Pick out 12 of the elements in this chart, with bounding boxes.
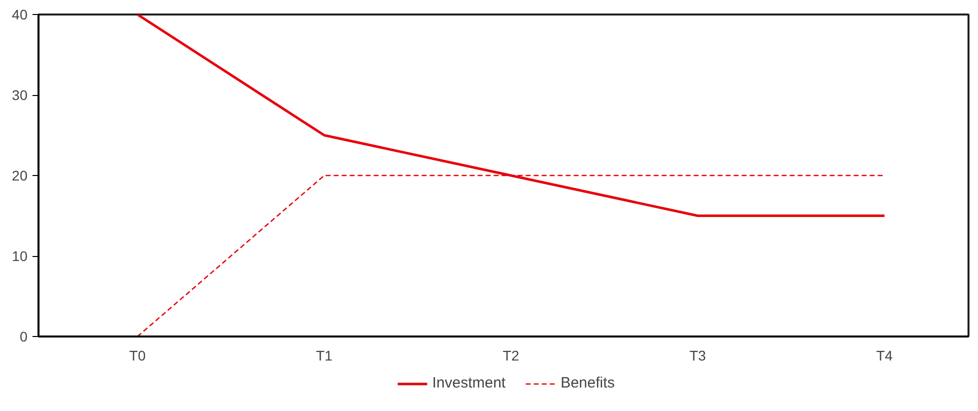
- x-tick-label: T3: [690, 348, 706, 364]
- y-tick-label: 10: [12, 248, 28, 264]
- x-tick-label: T4: [876, 348, 893, 364]
- legend-label: Benefits: [560, 374, 615, 392]
- x-tick-label: T0: [129, 348, 146, 364]
- legend-label: Investment: [432, 374, 506, 392]
- x-tick-label: T2: [502, 348, 520, 364]
- y-tick-label: 30: [12, 87, 28, 103]
- x-tick-label: T1: [316, 348, 333, 364]
- y-tick-label: 40: [12, 6, 28, 22]
- y-tick-label: 0: [20, 328, 28, 344]
- y-tick-label: 20: [12, 168, 28, 184]
